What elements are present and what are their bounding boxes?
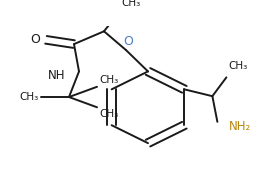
Text: CH₃: CH₃ xyxy=(99,75,118,85)
Text: CH₃: CH₃ xyxy=(121,0,140,8)
Text: O: O xyxy=(123,35,133,47)
Text: NH₂: NH₂ xyxy=(229,120,251,133)
Text: CH₃: CH₃ xyxy=(99,109,118,119)
Text: O: O xyxy=(30,33,40,46)
Text: CH₃: CH₃ xyxy=(20,92,39,102)
Text: CH₃: CH₃ xyxy=(228,61,248,71)
Text: NH: NH xyxy=(47,69,65,82)
